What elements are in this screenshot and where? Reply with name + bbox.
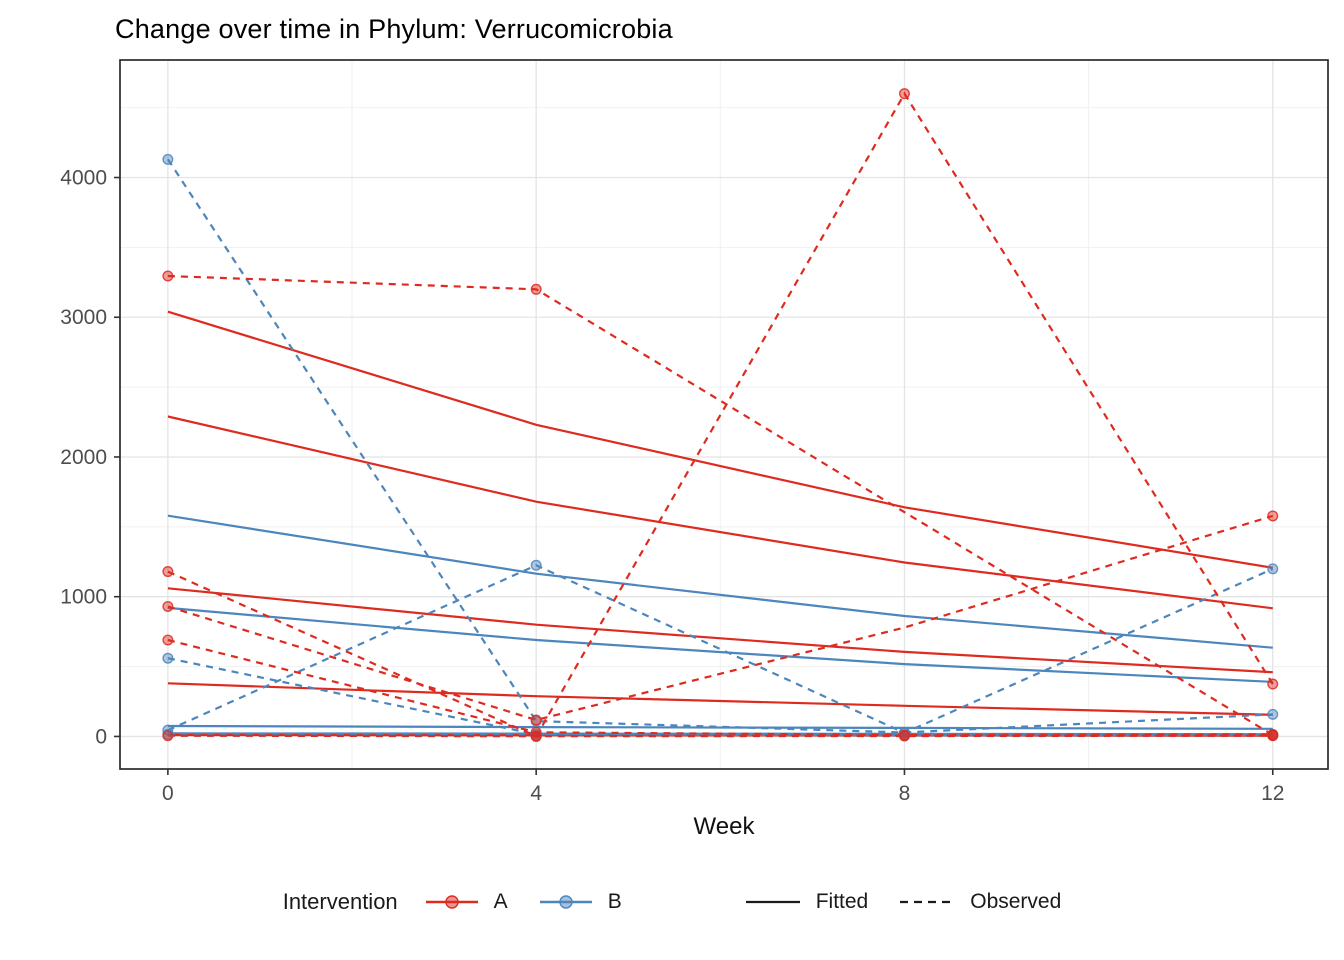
panel-border [119,59,1329,770]
chart-title: Change over time in Phylum: Verrucomicro… [115,14,673,44]
point-B2-observed-wk0 [162,652,174,664]
y-tick-label-2000: 2000 [60,446,107,469]
legend-label-group-b: B [607,890,622,913]
y-tick-label-3000: 3000 [60,306,107,329]
legend-glyph-a-icon [425,895,478,909]
series-line-A1-fitted [167,310,1273,569]
series-line-B1-observed [166,158,1273,734]
x-tick-label-0: 0 [162,782,174,805]
legend-label-group-a: A [493,890,508,913]
series-line-A2-observed [167,91,1274,738]
series-line-A4-fitted [167,682,1273,716]
point-A5-observed-wk0 [162,730,174,742]
point-A3-observed-wk4 [530,714,542,726]
legend-key-observed [898,890,956,914]
legend-key-group-a [424,890,480,914]
y-tick-label-0: 0 [95,725,107,748]
legend-key-group-b [538,890,594,914]
point-A1-observed-wk0 [162,270,174,282]
legend-label-fitted: Fitted [815,890,869,913]
x-axis-title: Week [694,813,756,840]
point-A5-observed-wk8 [898,730,910,742]
series-line-A5-observed [167,734,1273,738]
legend-label-observed: Observed [970,890,1062,913]
legend-title: Intervention [282,889,398,914]
series-line-B1-fitted [167,514,1273,649]
x-tick-label-12: 12 [1261,782,1284,805]
y-tick-label-4000: 4000 [60,167,107,190]
point-A2-observed-wk8 [898,88,910,100]
x-tick-label-4: 4 [530,782,542,805]
point-A2-observed-wk0 [162,566,174,578]
legend-glyph-b-icon [539,895,592,909]
series-line-B3-fitted [167,724,1273,730]
legend-glyph-fitted-icon [745,900,800,904]
series-line-A3-fitted [167,587,1273,674]
series-line-B3-observed [167,564,1274,735]
axes: 0 1000 2000 3000 4000 0 4 8 12 Week [60,167,1284,840]
series-line-A3-observed [167,514,1274,722]
series-line-A4-observed [167,638,1273,737]
observation-points [162,88,1279,742]
point-A3-observed-wk0 [162,600,174,612]
point-A2-observed-wk12 [1267,678,1279,690]
legend-key-fitted [744,890,802,914]
x-tick-label-8: 8 [899,782,911,805]
point-A4-observed-wk4 [530,726,542,738]
point-A4-observed-wk0 [162,634,174,646]
plot-panel [120,60,1328,769]
point-B1-observed-wk12 [1267,708,1279,720]
point-A1-observed-wk4 [530,283,542,295]
y-tick-label-1000: 1000 [60,586,107,609]
series-line-A1-observed [167,274,1274,736]
chart-legend: Intervention A B Fitted [0,889,1344,915]
legend-glyph-observed-icon [900,900,955,904]
gridlines-minor [120,60,1328,769]
series-line-B2-fitted [167,606,1273,683]
point-B3-observed-wk4 [530,559,542,571]
point-A5-observed-wk12 [1267,730,1279,742]
point-B3-observed-wk12 [1267,563,1279,575]
point-B1-observed-wk0 [162,153,174,165]
series-line-A2-fitted [167,415,1273,610]
point-A3-observed-wk12 [1267,510,1279,522]
point-A5-observed-wk4 [530,730,542,742]
